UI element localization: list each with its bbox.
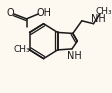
Text: CH₃: CH₃ — [94, 7, 111, 16]
Text: CH₃: CH₃ — [13, 45, 30, 54]
Text: NH: NH — [67, 51, 81, 61]
Text: NH: NH — [90, 14, 104, 24]
Text: OH: OH — [37, 8, 52, 18]
Text: O: O — [6, 8, 14, 18]
